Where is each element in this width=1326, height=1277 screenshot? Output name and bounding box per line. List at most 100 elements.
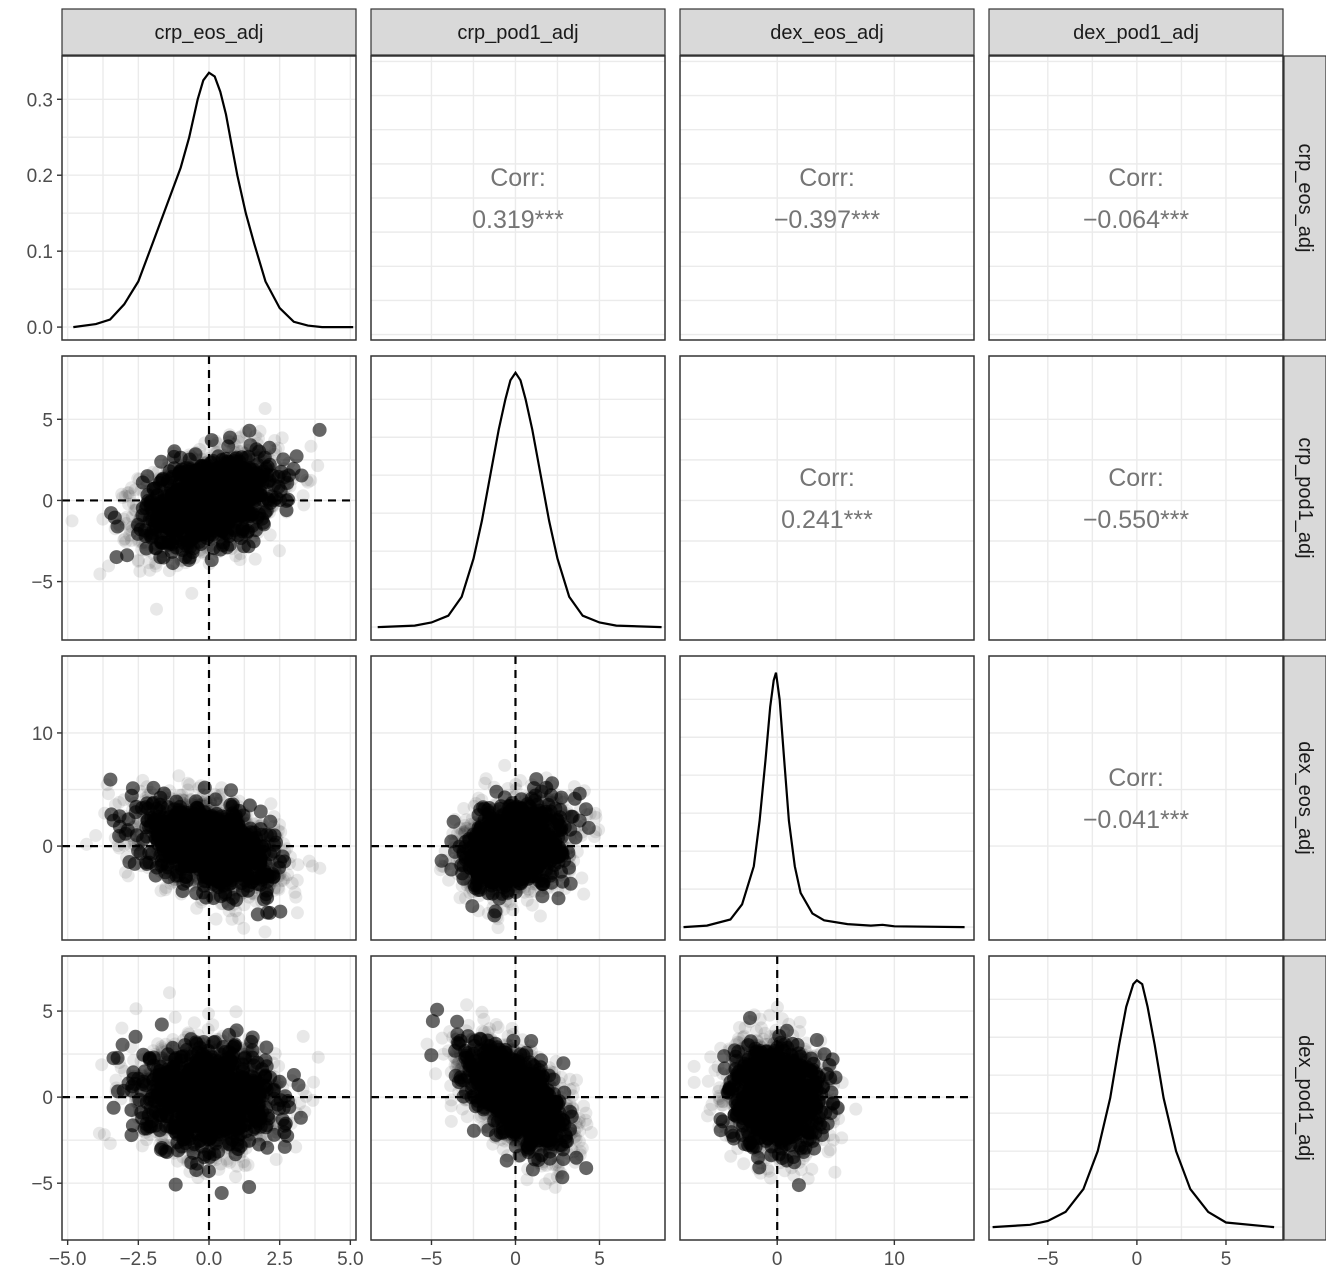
scatter-point: [157, 786, 172, 801]
scatter-point: [271, 881, 285, 895]
panel-dex_eos_adj-crp_eos_adj: [61, 655, 357, 941]
scatter-point: [182, 511, 197, 526]
panel-background: [371, 356, 665, 640]
scatter-point: [262, 905, 277, 920]
scatter-point: [209, 912, 223, 926]
strip-right-label: dex_eos_adj: [1294, 741, 1316, 854]
scatter-point: [181, 783, 195, 797]
scatter-point: [225, 799, 240, 814]
scatter-point: [311, 459, 325, 473]
scatter-point: [242, 798, 257, 813]
strip-top-label: dex_eos_adj: [770, 22, 883, 44]
scatter-point: [236, 539, 251, 554]
scatter-point: [118, 532, 132, 546]
scatter-point: [160, 535, 175, 550]
scatter-point: [172, 477, 187, 491]
scatter-point: [185, 586, 199, 600]
scatter-point: [207, 523, 222, 538]
scatter-point: [121, 869, 135, 883]
scatter-point: [289, 449, 304, 464]
scatter-point: [136, 773, 150, 787]
panel-crp_pod1_adj-dex_pod1_adj: Corr: −0.550***: [988, 355, 1284, 641]
scatter-point: [182, 452, 197, 467]
scatter-point: [256, 517, 271, 532]
scatter-point: [222, 458, 236, 473]
panel-crp_eos_adj-dex_eos_adj: Corr:−0.397***: [679, 55, 975, 341]
scatter-point: [313, 861, 327, 875]
scatter-point: [271, 469, 286, 484]
scatter-point: [65, 514, 79, 528]
scatter-point: [237, 921, 251, 935]
strip-right-crp_eos_adj: [1283, 55, 1326, 341]
scatter-point: [146, 780, 161, 795]
corr-value: −0.550***: [1083, 506, 1190, 534]
scatter-point: [175, 543, 190, 557]
scatter-point: [290, 873, 304, 887]
scatter-point: [142, 556, 156, 570]
scatter-point: [183, 778, 196, 792]
panel-crp_pod1_adj-crp_eos_adj: [61, 355, 357, 641]
scatter-point: [125, 781, 140, 796]
density-curve-crp_pod1_adj: [377, 370, 662, 629]
scatter-points: [65, 402, 327, 616]
scatter-point: [148, 868, 163, 883]
scatter-point: [117, 533, 131, 547]
scatter-point: [304, 439, 318, 453]
scatter-points: [80, 769, 327, 939]
strip-right-dex_eos_adj: [1283, 655, 1326, 941]
scatter-point: [254, 476, 269, 491]
scatter-point: [131, 554, 145, 568]
scatter-point: [107, 510, 122, 525]
scatter-point: [225, 912, 239, 926]
scatter-point: [272, 544, 286, 558]
corr-label: Corr:: [1108, 464, 1164, 492]
strip-right-crp_pod1_adj: [1283, 355, 1326, 641]
scatter-point: [131, 553, 145, 567]
scatter-point: [289, 890, 303, 904]
scatter-point: [158, 883, 172, 897]
scatter-point: [288, 885, 302, 899]
scatter-point: [112, 841, 126, 855]
corr-label: Corr:: [799, 164, 855, 192]
scatter-point: [305, 859, 319, 873]
scatter-point: [123, 489, 137, 503]
scatter-point: [102, 559, 116, 573]
scatter-point: [115, 487, 129, 501]
corr-value: −0.064***: [1083, 206, 1190, 234]
scatter-point: [242, 423, 257, 438]
scatter-point: [148, 481, 163, 496]
scatter-point: [278, 871, 292, 885]
scatter-point: [263, 528, 277, 542]
scatter-point: [253, 804, 268, 819]
scatter-point: [102, 787, 115, 801]
scatter-point: [229, 549, 243, 563]
strip-top-crp_eos_adj: [61, 8, 357, 56]
scatter-point: [195, 480, 210, 495]
strip-top-label: crp_pod1_adj: [457, 22, 578, 44]
panel-border: [61, 55, 357, 341]
scatter-point: [120, 548, 135, 563]
scatter-point: [172, 769, 186, 783]
scatter-point: [199, 890, 213, 905]
scatter-point: [208, 472, 223, 487]
scatter-point: [296, 489, 310, 503]
panel-crp_eos_adj-crp_pod1_adj: Corr:0.319***: [370, 55, 666, 341]
scatter-point: [89, 829, 103, 842]
scatter-point: [232, 911, 246, 925]
scatter-point: [109, 550, 124, 565]
scatter-point: [119, 535, 133, 549]
scatter-point: [154, 884, 168, 898]
strip-right-label: crp_pod1_adj: [1294, 437, 1316, 558]
scatter-point: [243, 438, 258, 453]
scatter-point: [139, 541, 154, 556]
scatter-point: [290, 906, 304, 920]
panel-background: [680, 356, 974, 640]
panel-crp_eos_adj-crp_eos_adj: [61, 55, 357, 341]
scatter-point: [264, 797, 278, 811]
strip-top-label: dex_pod1_adj: [1073, 22, 1199, 44]
scatter-point: [133, 522, 148, 537]
scatter-point: [127, 856, 142, 871]
scatter-point: [122, 486, 136, 500]
strip-top-crp_pod1_adj: [370, 8, 666, 56]
